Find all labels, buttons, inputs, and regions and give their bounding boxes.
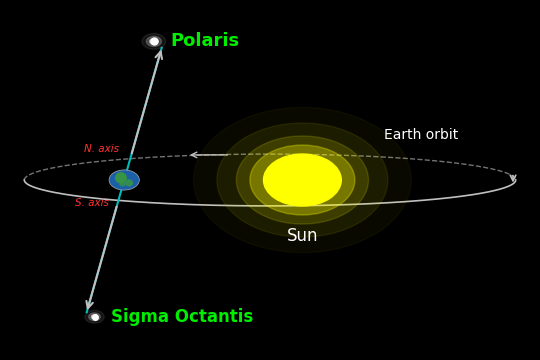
Circle shape	[89, 313, 100, 321]
Circle shape	[91, 315, 98, 319]
Text: Sigma Octantis: Sigma Octantis	[111, 308, 253, 326]
Ellipse shape	[250, 145, 355, 215]
Ellipse shape	[237, 136, 368, 224]
Ellipse shape	[217, 123, 388, 237]
Text: S. axis: S. axis	[75, 198, 109, 208]
Ellipse shape	[125, 179, 133, 186]
Ellipse shape	[119, 182, 126, 186]
Circle shape	[150, 39, 158, 44]
Text: N. axis: N. axis	[84, 144, 119, 154]
Text: Earth orbit: Earth orbit	[384, 128, 458, 142]
Circle shape	[85, 310, 104, 323]
Circle shape	[109, 170, 139, 190]
Text: Sun: Sun	[287, 227, 318, 245]
Circle shape	[264, 154, 341, 206]
Text: Polaris: Polaris	[170, 32, 239, 50]
Circle shape	[142, 33, 166, 49]
Circle shape	[146, 36, 161, 46]
Ellipse shape	[115, 172, 127, 184]
